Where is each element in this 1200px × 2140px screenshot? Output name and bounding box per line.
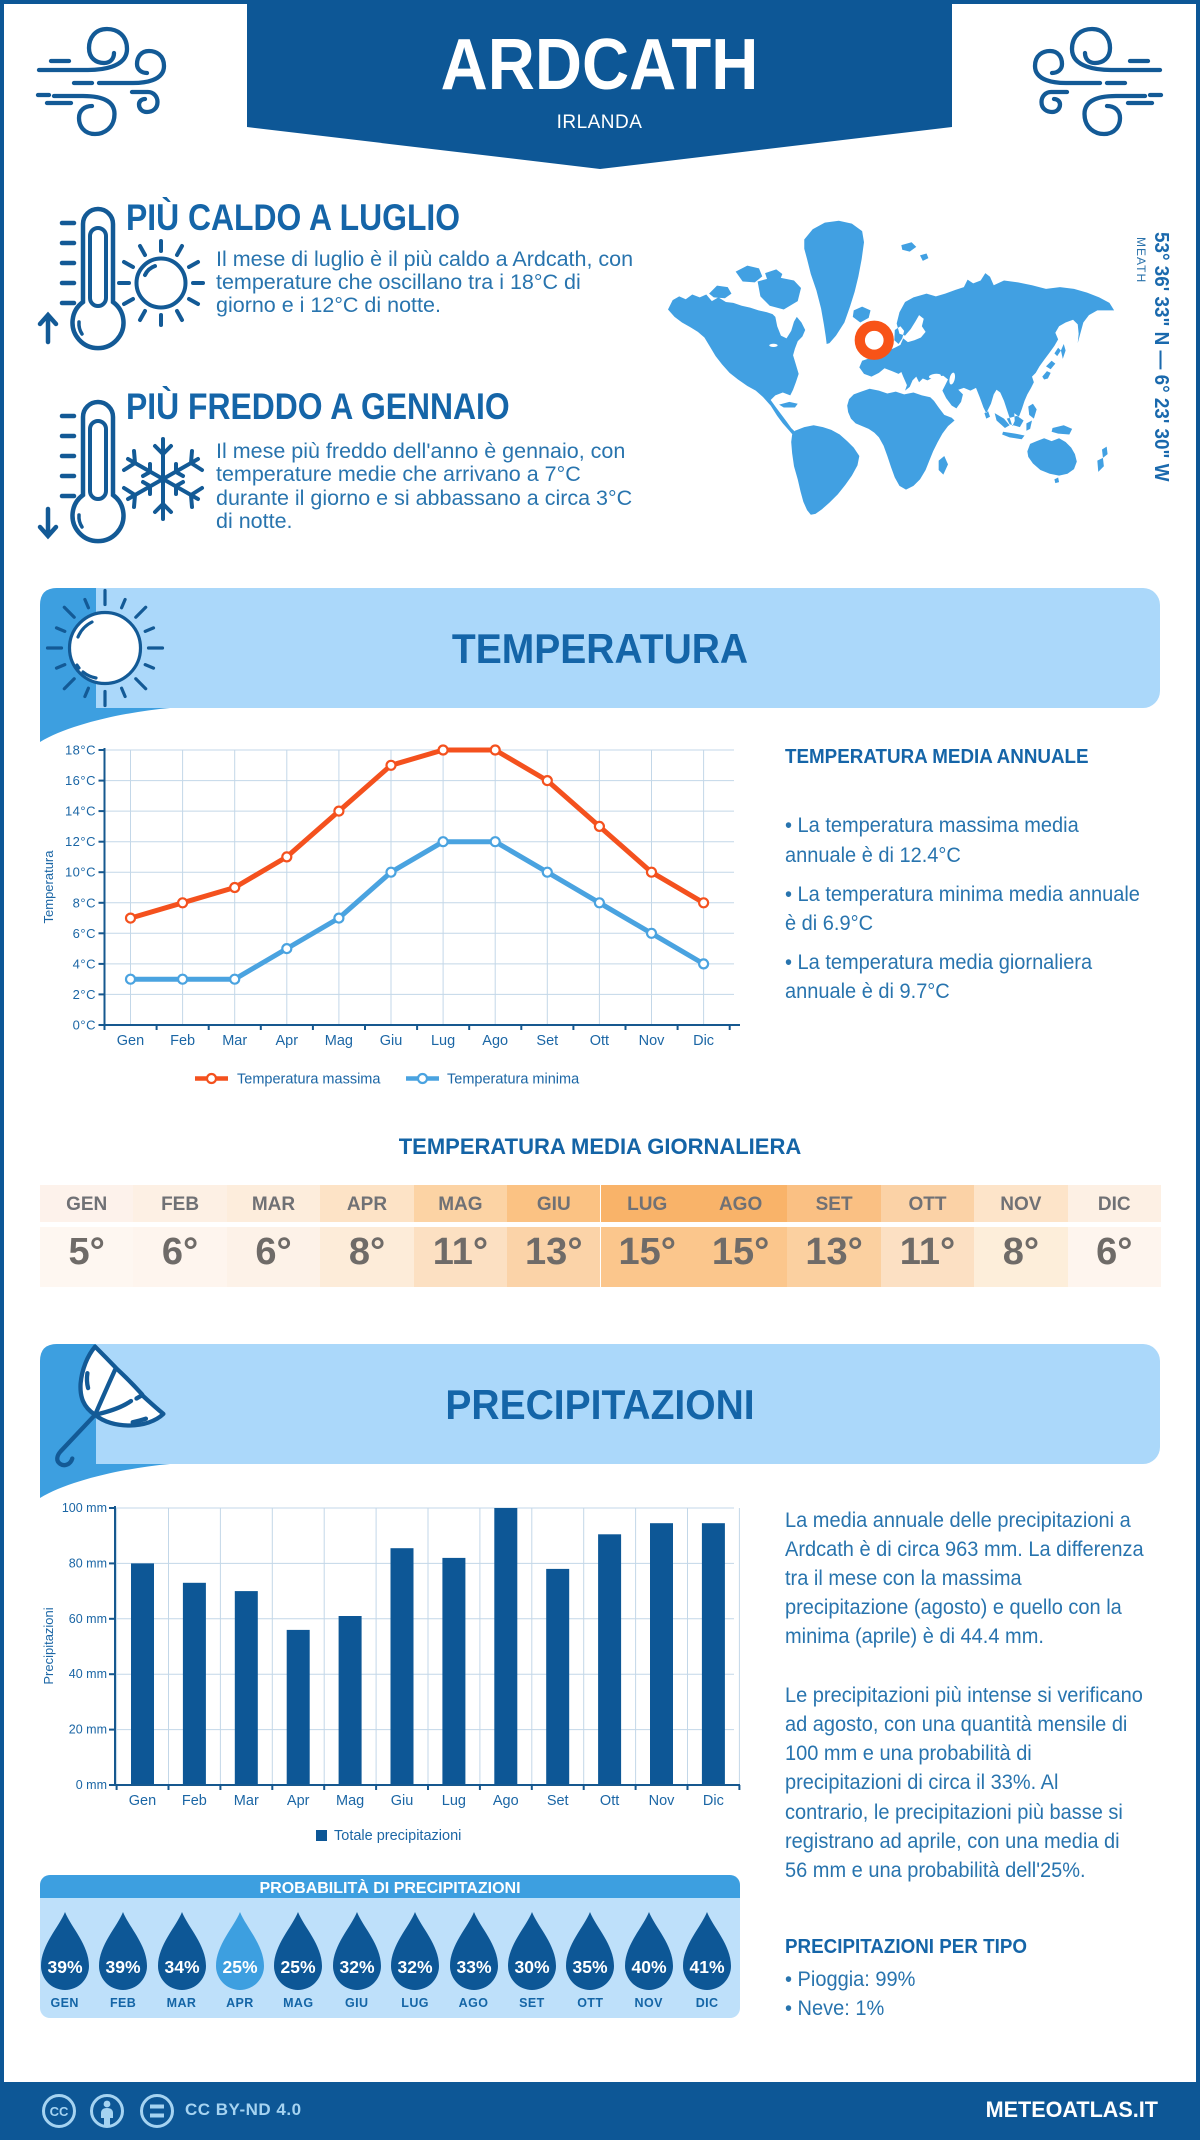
svg-text:Dic: Dic [693,1033,714,1049]
svg-text:Set: Set [536,1033,558,1049]
svg-text:60 mm: 60 mm [69,1612,107,1626]
svg-text:100 mm: 100 mm [62,1501,107,1515]
svg-text:35%: 35% [573,1957,608,1977]
svg-text:25%: 25% [222,1957,257,1977]
svg-text:Precipitazioni: Precipitazioni [41,1607,56,1684]
svg-text:Apr: Apr [287,1793,310,1809]
svg-text:30%: 30% [514,1957,549,1977]
svg-text:Nov: Nov [649,1793,676,1809]
svg-text:Apr: Apr [276,1033,299,1049]
svg-text:25%: 25% [281,1957,316,1977]
svg-text:Mar: Mar [222,1033,247,1049]
svg-text:Temperatura minima: Temperatura minima [447,1072,580,1088]
svg-text:20 mm: 20 mm [69,1723,107,1737]
svg-text:Dic: Dic [703,1793,724,1809]
svg-text:12°C: 12°C [65,834,96,849]
svg-text:18°C: 18°C [65,743,96,758]
svg-text:Feb: Feb [182,1793,207,1809]
svg-text:Feb: Feb [170,1033,195,1049]
svg-text:Mag: Mag [336,1793,364,1809]
svg-text:41%: 41% [690,1957,725,1977]
svg-text:Set: Set [547,1793,569,1809]
svg-text:Ago: Ago [493,1793,519,1809]
svg-text:Gen: Gen [117,1033,144,1049]
svg-text:32%: 32% [339,1957,374,1977]
svg-text:14°C: 14°C [65,804,96,819]
svg-text:Totale precipitazioni: Totale precipitazioni [334,1828,461,1844]
svg-text:Mar: Mar [234,1793,259,1809]
svg-text:80 mm: 80 mm [69,1556,107,1570]
svg-text:Ott: Ott [590,1033,609,1049]
svg-text:Temperatura: Temperatura [41,850,56,924]
svg-text:40%: 40% [631,1957,666,1977]
svg-text:Ott: Ott [600,1793,619,1809]
svg-text:Lug: Lug [431,1033,455,1049]
svg-text:Temperatura massima: Temperatura massima [237,1072,381,1088]
svg-text:33%: 33% [456,1957,491,1977]
svg-text:39%: 39% [106,1957,141,1977]
svg-text:8°C: 8°C [73,895,96,910]
svg-text:Mag: Mag [325,1033,353,1049]
svg-text:2°C: 2°C [73,987,96,1002]
svg-text:Nov: Nov [639,1033,666,1049]
svg-text:40 mm: 40 mm [69,1667,107,1681]
svg-text:0°C: 0°C [73,1018,96,1033]
svg-text:6°C: 6°C [73,926,96,941]
svg-text:39%: 39% [47,1957,82,1977]
svg-text:Lug: Lug [442,1793,466,1809]
svg-text:0 mm: 0 mm [76,1778,107,1792]
svg-text:Giu: Giu [380,1033,403,1049]
svg-text:16°C: 16°C [65,773,96,788]
svg-text:4°C: 4°C [73,956,96,971]
svg-text:Gen: Gen [129,1793,156,1809]
svg-text:34%: 34% [164,1957,199,1977]
svg-text:10°C: 10°C [65,865,96,880]
svg-text:Giu: Giu [391,1793,414,1809]
svg-text:Ago: Ago [482,1033,508,1049]
svg-text:32%: 32% [398,1957,433,1977]
svg-text:CC: CC [50,2104,69,2119]
